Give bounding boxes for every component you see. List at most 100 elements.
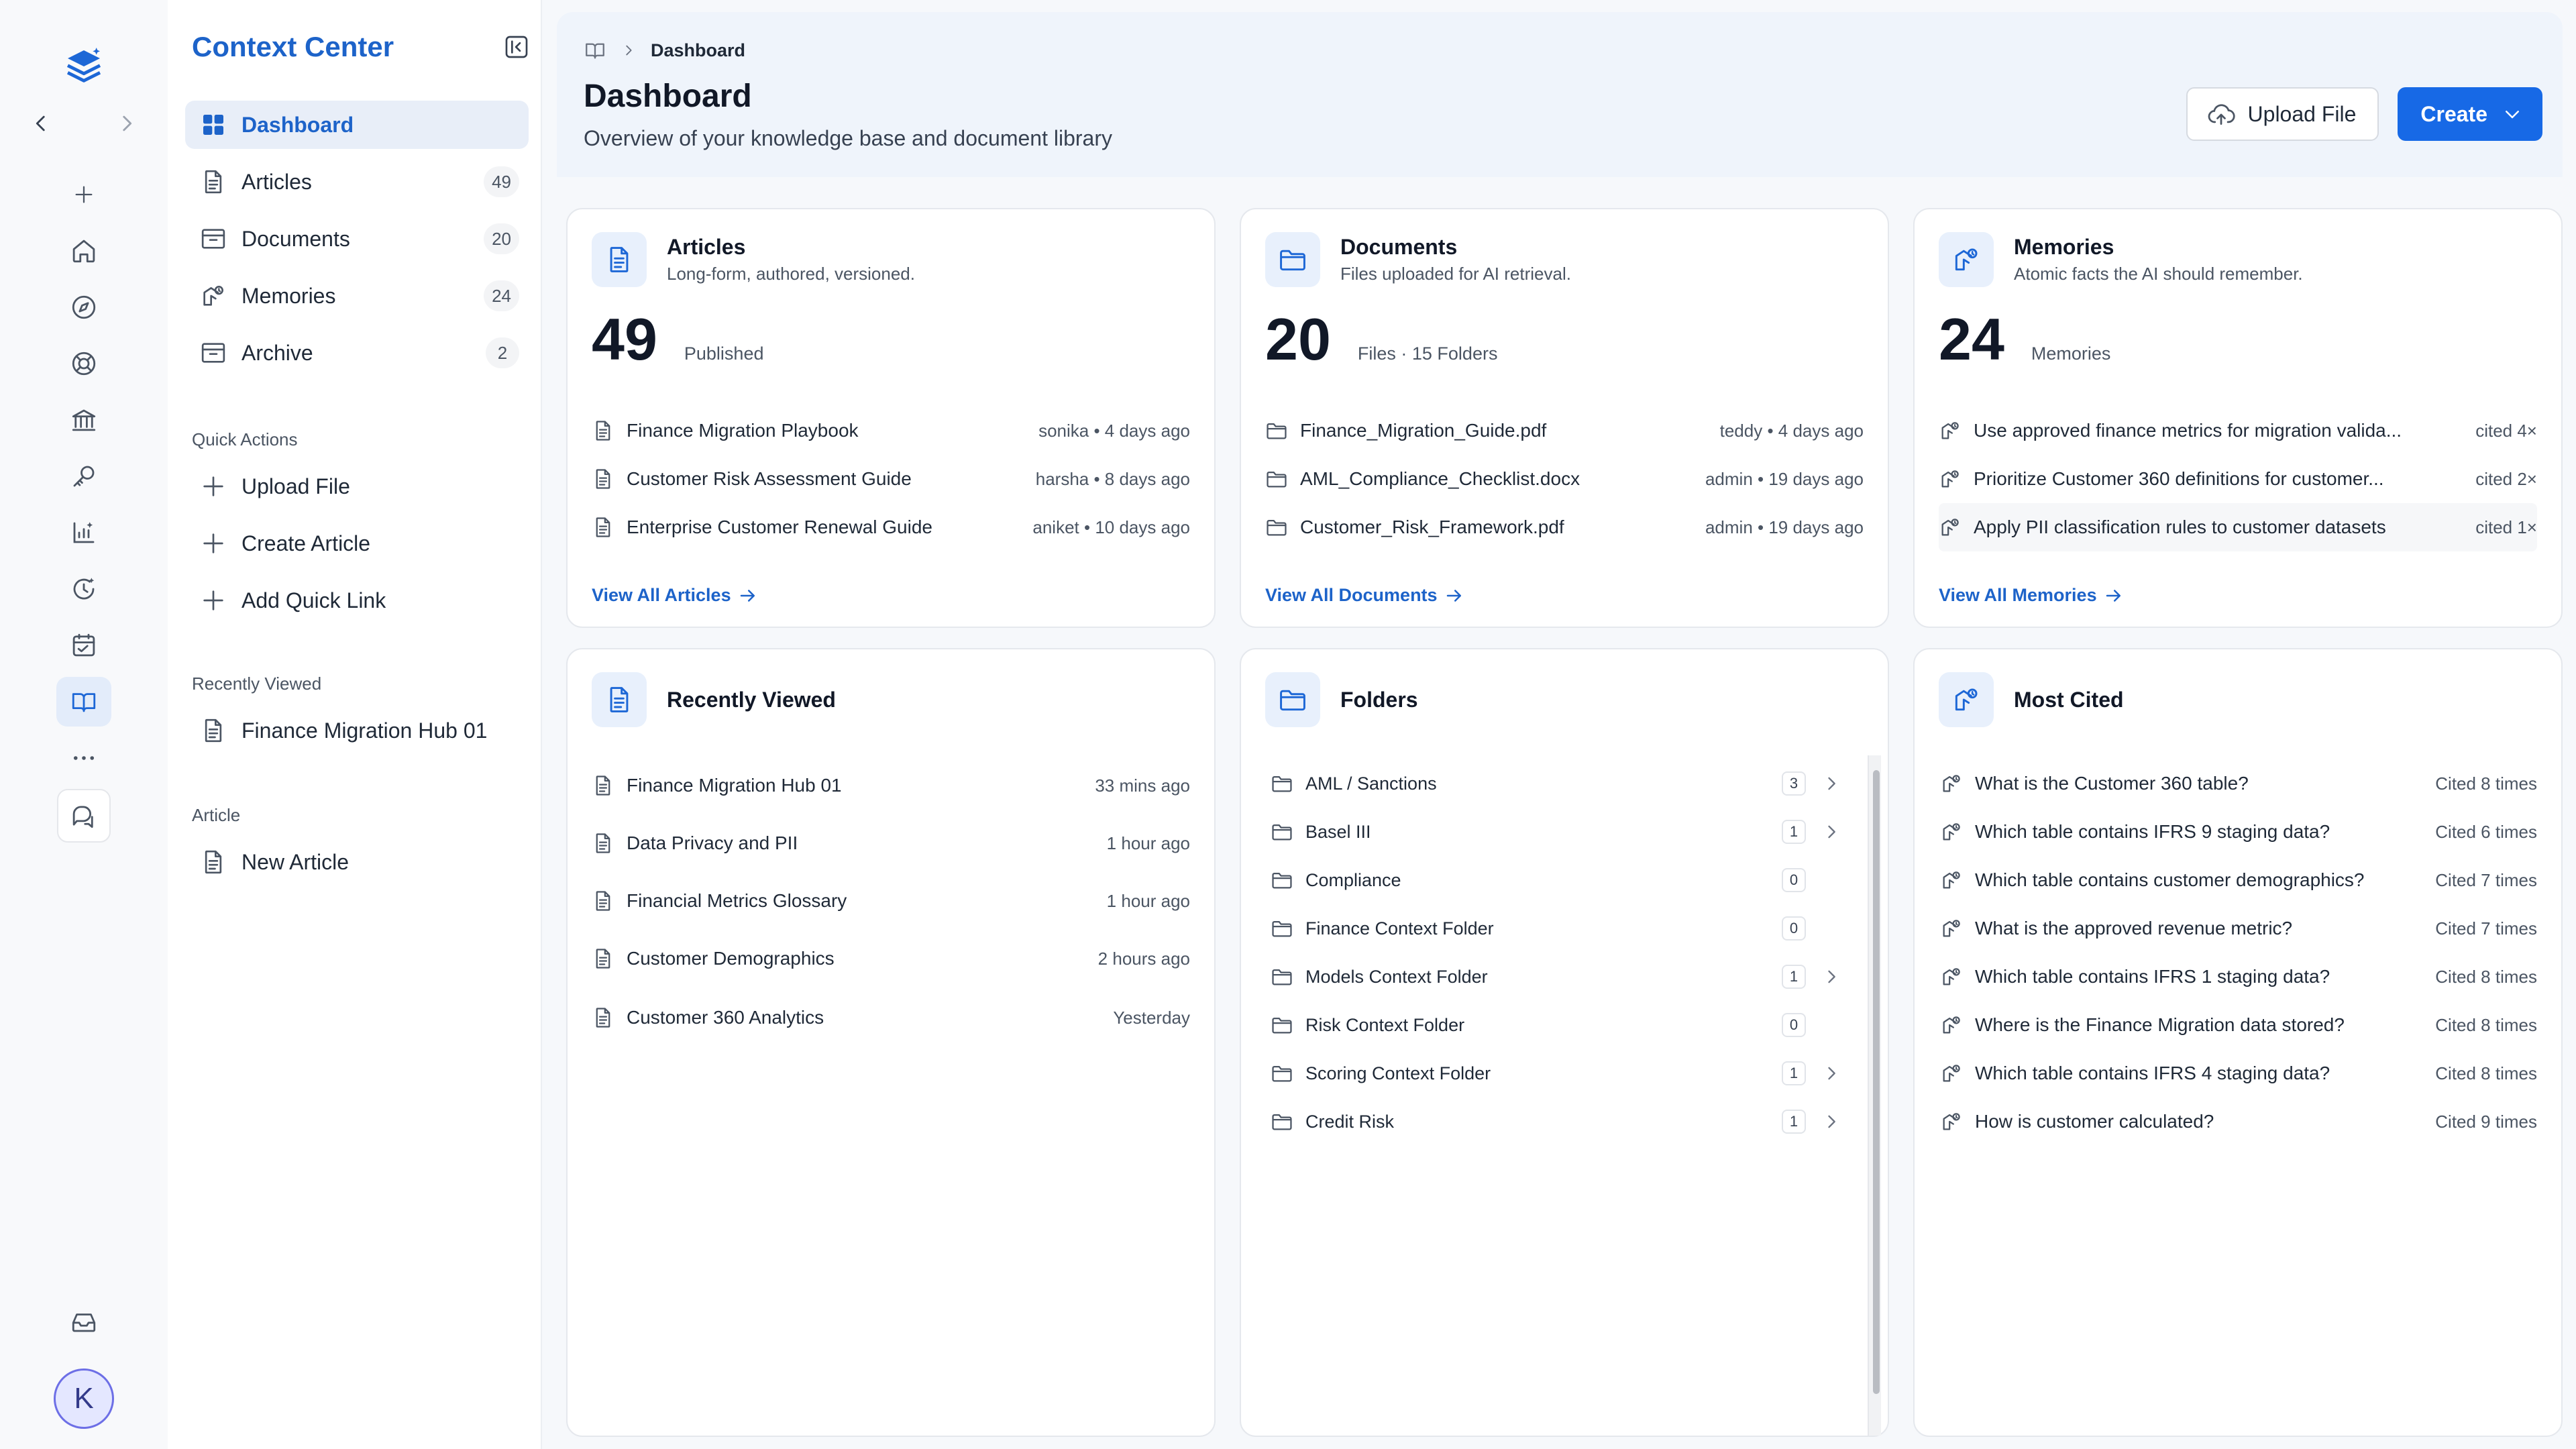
create-label: Create <box>2420 101 2487 126</box>
folders-title: Folders <box>1340 687 1418 712</box>
book-icon[interactable] <box>584 39 606 62</box>
item-meta: Cited 7 times <box>2435 869 2537 890</box>
list-item[interactable]: Apply PII classification rules to custom… <box>1939 503 2537 551</box>
back-icon[interactable] <box>14 103 68 144</box>
folder-row[interactable]: Scoring Context Folder 1 <box>1271 1049 1841 1097</box>
item-meta: Cited 8 times <box>2435 1063 2537 1083</box>
folder-name: Risk Context Folder <box>1305 1014 1465 1035</box>
sidebar-item-dashboard[interactable]: Dashboard <box>185 101 529 149</box>
list-item[interactable]: Which table contains IFRS 4 staging data… <box>1940 1049 2537 1097</box>
quick-action-label: Add Quick Link <box>241 588 386 612</box>
compass-icon[interactable] <box>57 279 111 335</box>
list-item[interactable]: Customer Demographics 2 hours ago <box>592 930 1190 987</box>
count-badge: 24 <box>484 280 519 311</box>
forward-icon[interactable] <box>100 103 154 144</box>
list-item[interactable]: How is customer calculated? Cited 9 time… <box>1940 1097 2537 1146</box>
item-meta: 1 hour ago <box>1106 890 1190 911</box>
sidebar-item-articles[interactable]: Articles 49 <box>185 158 529 206</box>
documents-list: Finance_Migration_Guide.pdf teddy • 4 da… <box>1265 407 1864 551</box>
document-icon <box>200 849 227 875</box>
help-icon[interactable] <box>57 335 111 392</box>
create-button[interactable]: Create <box>2398 87 2542 141</box>
list-item[interactable]: Customer_Risk_Framework.pdf admin • 19 d… <box>1265 503 1864 551</box>
stack-logo-icon[interactable] <box>60 43 107 90</box>
list-item[interactable]: Prioritize Customer 360 definitions for … <box>1939 455 2537 503</box>
plus-icon[interactable] <box>57 166 111 223</box>
avatar[interactable]: K <box>54 1368 114 1429</box>
bank-icon[interactable] <box>57 392 111 448</box>
folder-icon <box>1271 917 1293 940</box>
recent-item[interactable]: Finance Migration Hub 01 <box>185 706 529 755</box>
list-item[interactable]: Finance Migration Playbook sonika • 4 da… <box>592 407 1190 455</box>
item-name: Financial Metrics Glossary <box>627 890 847 911</box>
list-item[interactable]: Finance_Migration_Guide.pdf teddy • 4 da… <box>1265 407 1864 455</box>
inbox-icon[interactable] <box>57 1301 111 1342</box>
folder-row[interactable]: Finance Context Folder 0 <box>1271 904 1841 953</box>
chevron-right-icon[interactable] <box>1822 967 1841 986</box>
folder-row[interactable]: Risk Context Folder 0 <box>1271 1001 1841 1049</box>
folders-scrollbar[interactable] <box>1868 755 1881 1436</box>
document-icon <box>592 774 614 797</box>
list-item[interactable]: What is the Customer 360 table? Cited 8 … <box>1940 759 2537 808</box>
list-item[interactable]: Finance Migration Hub 01 33 mins ago <box>592 757 1190 814</box>
sidebar-item-label: Archive <box>241 340 313 365</box>
list-item[interactable]: AML_Compliance_Checklist.docx admin • 19… <box>1265 455 1864 503</box>
book-icon[interactable] <box>56 677 111 727</box>
new-article-label: New Article <box>241 849 350 874</box>
folder-row[interactable]: Models Context Folder 1 <box>1271 953 1841 1001</box>
chevron-right-icon[interactable] <box>1822 774 1841 793</box>
more-icon[interactable] <box>57 730 111 786</box>
chevron-right-icon[interactable] <box>1822 1112 1841 1131</box>
history-icon[interactable] <box>57 561 111 617</box>
list-item[interactable]: Which table contains IFRS 9 staging data… <box>1940 808 2537 856</box>
folder-row[interactable]: AML / Sanctions 3 <box>1271 759 1841 808</box>
sidebar-item-archive[interactable]: Archive 2 <box>185 329 529 377</box>
calendar-icon[interactable] <box>57 617 111 674</box>
quick-action-add-quick-link[interactable]: Add Quick Link <box>185 576 529 625</box>
sidebar-item-documents[interactable]: Documents 20 <box>185 215 529 263</box>
home-icon[interactable] <box>57 223 111 279</box>
quick-action-upload-file[interactable]: Upload File <box>185 462 529 511</box>
sidebar-header: Context Center <box>192 30 530 64</box>
key-icon[interactable] <box>57 448 111 504</box>
item-name: What is the approved revenue metric? <box>1975 918 2293 938</box>
item-meta: 2 hours ago <box>1097 948 1190 969</box>
item-name: Which table contains IFRS 4 staging data… <box>1975 1063 2330 1083</box>
item-name: Which table contains customer demographi… <box>1975 869 2365 890</box>
upload-file-button[interactable]: Upload File <box>2186 87 2379 141</box>
new-article-item[interactable]: New Article <box>185 838 529 886</box>
list-item[interactable]: Use approved finance metrics for migrati… <box>1939 407 2537 455</box>
folder-row[interactable]: Basel III 1 <box>1271 808 1841 856</box>
analytics-icon[interactable] <box>57 504 111 561</box>
list-item[interactable]: Where is the Finance Migration data stor… <box>1940 1001 2537 1049</box>
list-item[interactable]: What is the approved revenue metric? Cit… <box>1940 904 2537 953</box>
chevron-right-icon[interactable] <box>1822 1064 1841 1083</box>
quick-action-create-article[interactable]: Create Article <box>185 519 529 568</box>
list-item[interactable]: Customer Risk Assessment Guide harsha • … <box>592 455 1190 503</box>
folder-icon <box>1265 672 1320 727</box>
list-item[interactable]: Which table contains IFRS 1 staging data… <box>1940 953 2537 1001</box>
view-all-documents-link[interactable]: View All Documents <box>1265 585 1464 606</box>
view-all-articles-link[interactable]: View All Articles <box>592 585 758 606</box>
folders-scrollbar-thumb[interactable] <box>1873 770 1880 1394</box>
list-item[interactable]: Customer 360 Analytics Yesterday <box>592 987 1190 1048</box>
folder-row[interactable]: Compliance 0 <box>1271 856 1841 904</box>
item-meta: 33 mins ago <box>1095 775 1190 796</box>
folder-icon <box>1265 468 1288 490</box>
list-item[interactable]: Enterprise Customer Renewal Guide aniket… <box>592 503 1190 551</box>
collapse-sidebar-icon[interactable] <box>503 34 530 60</box>
list-item[interactable]: Financial Metrics Glossary 1 hour ago <box>592 872 1190 930</box>
folder-icon <box>1271 1062 1293 1085</box>
memory-icon <box>200 282 227 309</box>
folder-row[interactable]: Credit Risk 1 <box>1271 1097 1841 1146</box>
view-all-memories-link[interactable]: View All Memories <box>1939 585 2124 606</box>
item-meta: Yesterday <box>1113 1007 1190 1028</box>
chevron-right-icon[interactable] <box>1822 822 1841 841</box>
list-item[interactable]: Data Privacy and PII 1 hour ago <box>592 814 1190 872</box>
chat-icon[interactable] <box>57 789 111 843</box>
item-meta: harsha • 8 days ago <box>1035 468 1190 489</box>
sidebar-item-memories[interactable]: Memories 24 <box>185 272 529 320</box>
item-name: Apply PII classification rules to custom… <box>1974 517 2386 537</box>
item-meta: Cited 6 times <box>2435 821 2537 842</box>
list-item[interactable]: Which table contains customer demographi… <box>1940 856 2537 904</box>
